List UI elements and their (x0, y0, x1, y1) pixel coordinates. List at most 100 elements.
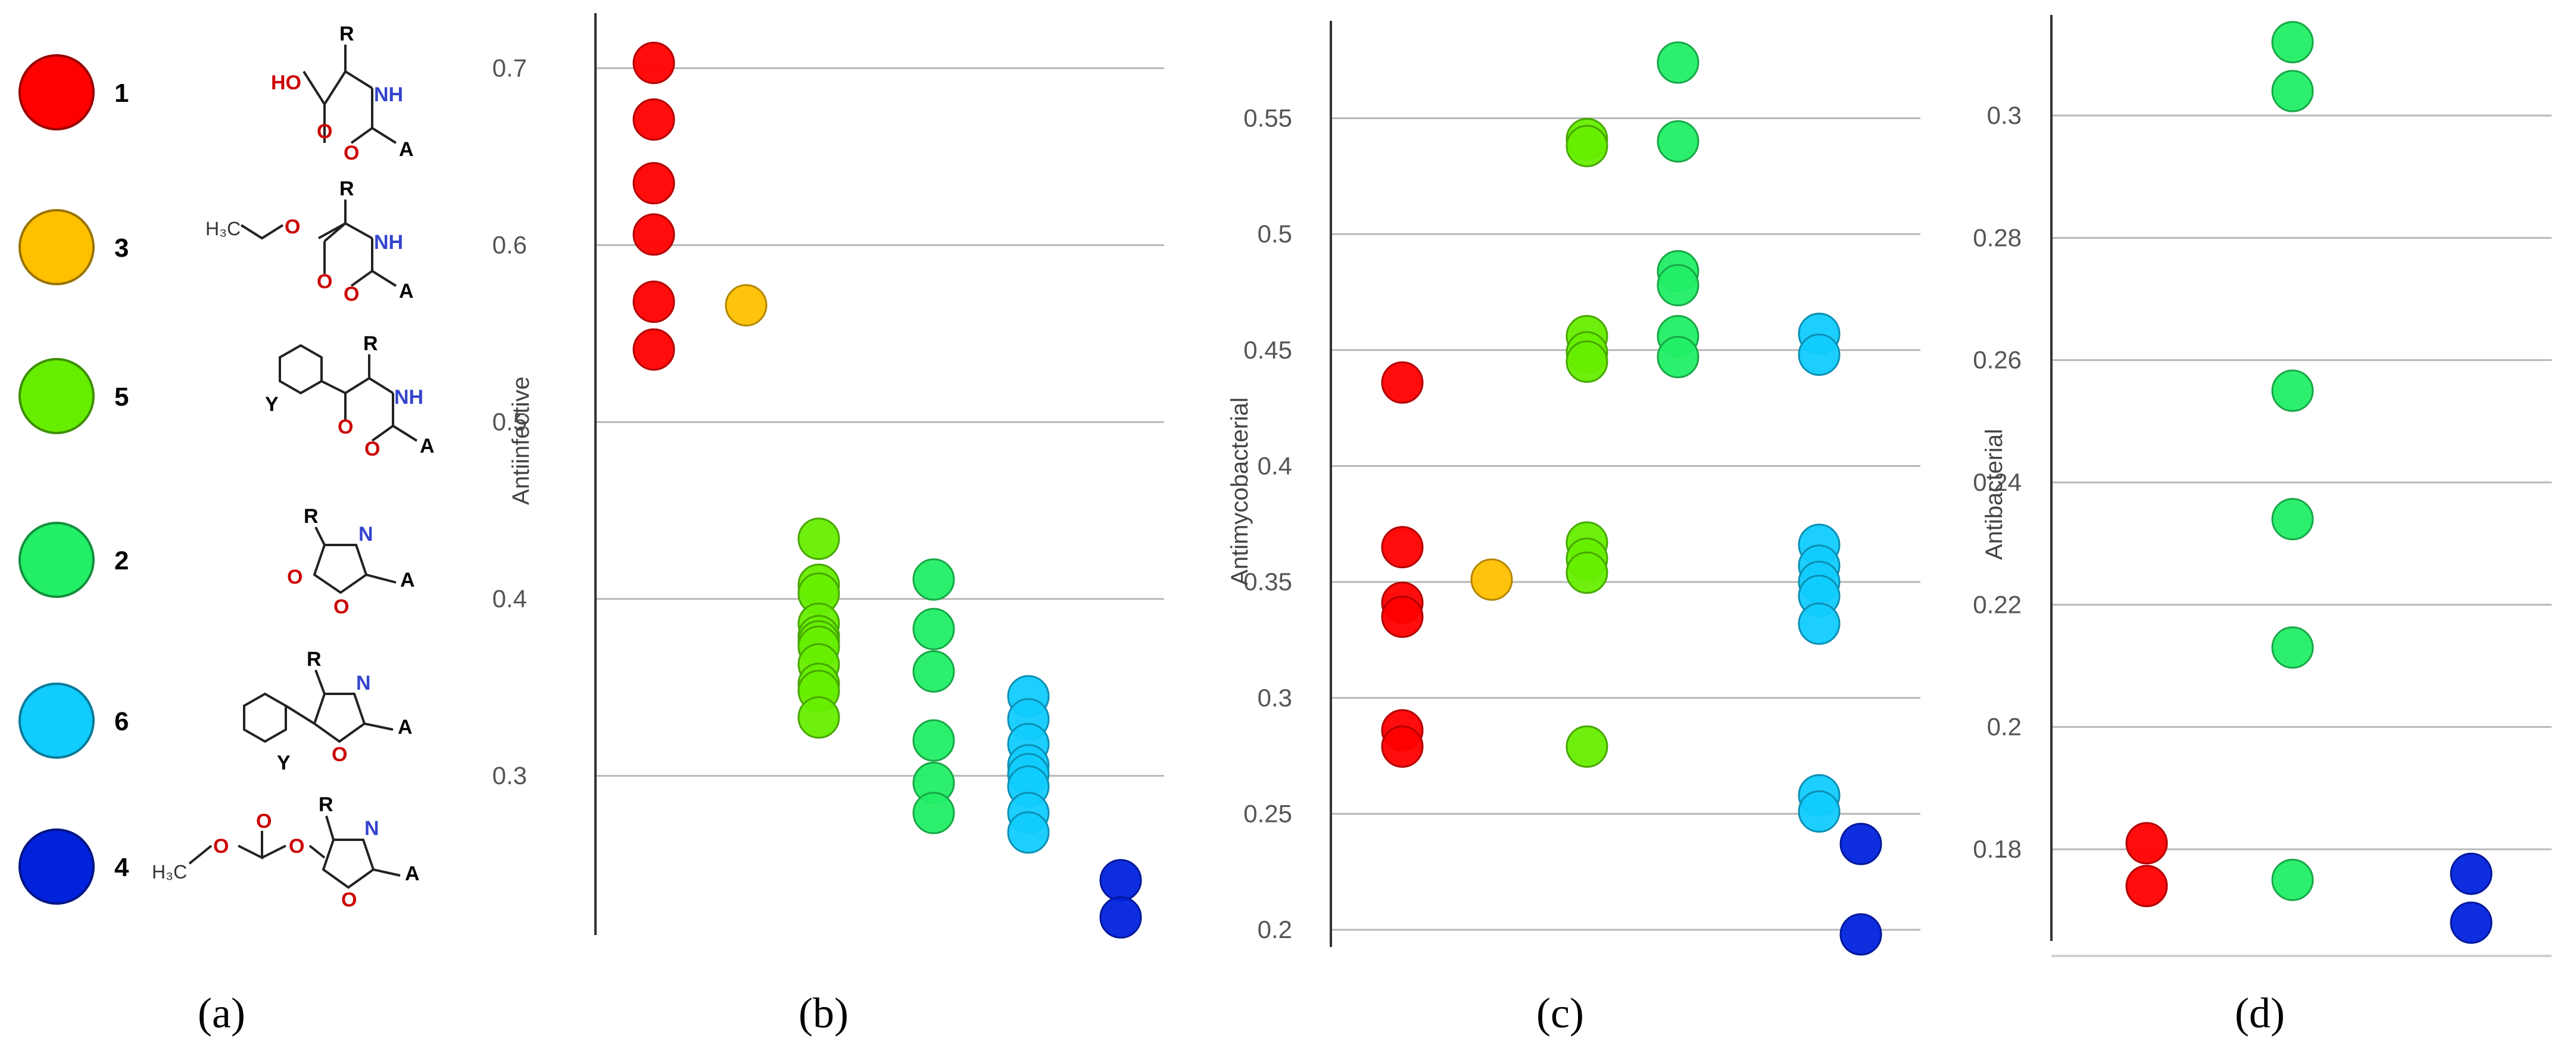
point-2 (912, 558, 955, 601)
structure-1-o-amide: O (344, 142, 359, 164)
legend-label-3: 3 (114, 233, 129, 263)
legend-label-4: 4 (114, 853, 129, 882)
structure-5-ring (279, 344, 323, 395)
point-1 (632, 281, 675, 323)
structure-2-n: N (358, 523, 373, 546)
point-2 (912, 792, 955, 834)
y-tick-label: 0.55 (1243, 104, 1292, 132)
point-2 (1657, 41, 1699, 84)
structure-6: R N O A Y (243, 648, 413, 774)
structure-5-bonds (321, 354, 418, 442)
structure-1-bonds (302, 45, 397, 144)
point-1 (2125, 865, 2168, 908)
structure-2: R N O O A (287, 505, 415, 618)
point-4 (1099, 896, 1142, 939)
structure-2-a: A (400, 569, 415, 591)
y-tick-label: 0.6 (492, 231, 527, 259)
point-5 (1565, 552, 1608, 594)
point-5 (1565, 124, 1608, 167)
chart-antibacterial: 0.18 0.2 0.22 0.24 0.26 0.28 0.3 Antibacterial (1973, 15, 2552, 957)
legend-label-5: 5 (114, 382, 129, 412)
point-5 (1565, 725, 1608, 768)
structure-3: H₃C O R NH O O A (205, 177, 414, 306)
y-tick-label: 0.3 (492, 762, 527, 790)
point-4 (2450, 852, 2493, 895)
structure-1-ho: HO (271, 71, 301, 94)
point-5 (797, 696, 840, 739)
structure-2-r: R (304, 505, 319, 528)
structure-6-a: A (398, 716, 413, 739)
structure-4-a: A (405, 862, 420, 885)
point-2 (2271, 858, 2314, 901)
structure-3-a: A (399, 280, 414, 303)
legend-marker-1 (18, 54, 95, 130)
point-1 (2125, 822, 2168, 865)
point-1 (632, 162, 675, 205)
structure-4-o-ring: O (341, 889, 357, 911)
structure-4-n: N (364, 817, 379, 840)
legend-marker-3 (18, 209, 95, 285)
point-3 (1470, 558, 1513, 601)
structure-4-o-carbonyl: O (256, 810, 272, 833)
structure-5-o-ketone: O (338, 416, 353, 438)
point-6 (1798, 790, 1841, 833)
y-tick-label: 0.3 (1258, 684, 1292, 712)
structure-4-bonds (188, 831, 326, 865)
y-axis-label: Antimycobacterial (1227, 397, 1253, 585)
point-2 (1657, 264, 1699, 307)
point-6 (1798, 602, 1841, 645)
point-2 (1657, 335, 1699, 378)
point-1 (1381, 526, 1424, 569)
point-1 (1381, 361, 1424, 404)
structure-2-o-ring: O (333, 596, 349, 618)
structure-3-bonds (240, 200, 397, 287)
structure-5-a: A (420, 435, 435, 457)
structure-2-o-carbonyl: O (287, 566, 302, 588)
legend-marker-6 (18, 683, 95, 759)
structure-2-bonds (314, 526, 397, 584)
point-4 (2450, 901, 2493, 944)
point-1 (632, 328, 675, 371)
structure-5-y: Y (265, 393, 279, 416)
point-2 (2271, 70, 2314, 113)
structure-6-bonds (285, 669, 394, 731)
y-tick-label: 0.2 (1258, 915, 1292, 943)
structure-1: HO R NH O O A (271, 23, 414, 164)
structure-1-a: A (399, 138, 414, 161)
point-2 (912, 719, 955, 762)
y-tick-label: 0.26 (1973, 346, 2022, 374)
y-tick-label: 0.35 (1243, 568, 1292, 596)
y-tick-label: 0.4 (1258, 451, 1292, 479)
point-2 (2271, 21, 2314, 64)
structure-4-o-ether: O (213, 835, 229, 858)
point-2 (912, 608, 955, 650)
structure-1-nh: NH (374, 83, 403, 106)
y-tick-label: 0.45 (1243, 336, 1292, 364)
structure-1-o-acid: O (317, 120, 332, 143)
structure-3-h3c: H₃C (205, 218, 241, 239)
structure-3-o-ester: O (285, 216, 300, 238)
structure-4-h3c: H₃C (152, 861, 187, 883)
chart-antimycobacterial: 0.2 0.25 0.3 0.35 0.4 0.45 0.5 0.55 Antimycobact… (1227, 21, 1920, 956)
y-axis-label: Antiinfective (508, 376, 534, 505)
structure-4: H₃C O O O R N O A (152, 793, 420, 911)
structure-5-nh: NH (394, 386, 423, 409)
y-tick-label: 0.4 (492, 585, 527, 613)
y-tick-label: 0.18 (1973, 835, 2022, 863)
legend-label-1: 1 (114, 79, 129, 108)
y-tick-label: 0.28 (1973, 223, 2022, 251)
legend-label-6: 6 (114, 707, 129, 736)
legend: 1 3 5 2 6 4 (18, 54, 129, 905)
point-2 (1657, 120, 1699, 163)
point-4 (1839, 913, 1882, 956)
point-3 (725, 284, 768, 327)
y-tick-label: 0.24 (1973, 468, 2022, 496)
y-tick-label: 0.7 (492, 54, 527, 82)
panel-label-b: (b) (799, 989, 849, 1037)
panel-label-a: (a) (198, 989, 245, 1037)
structure-5: Y R NH O O A (265, 332, 435, 460)
structure-6-y: Y (277, 752, 291, 774)
structure-6-r: R (307, 648, 322, 671)
structure-3-o-carbonyl: O (317, 270, 332, 293)
point-1 (1381, 725, 1424, 768)
